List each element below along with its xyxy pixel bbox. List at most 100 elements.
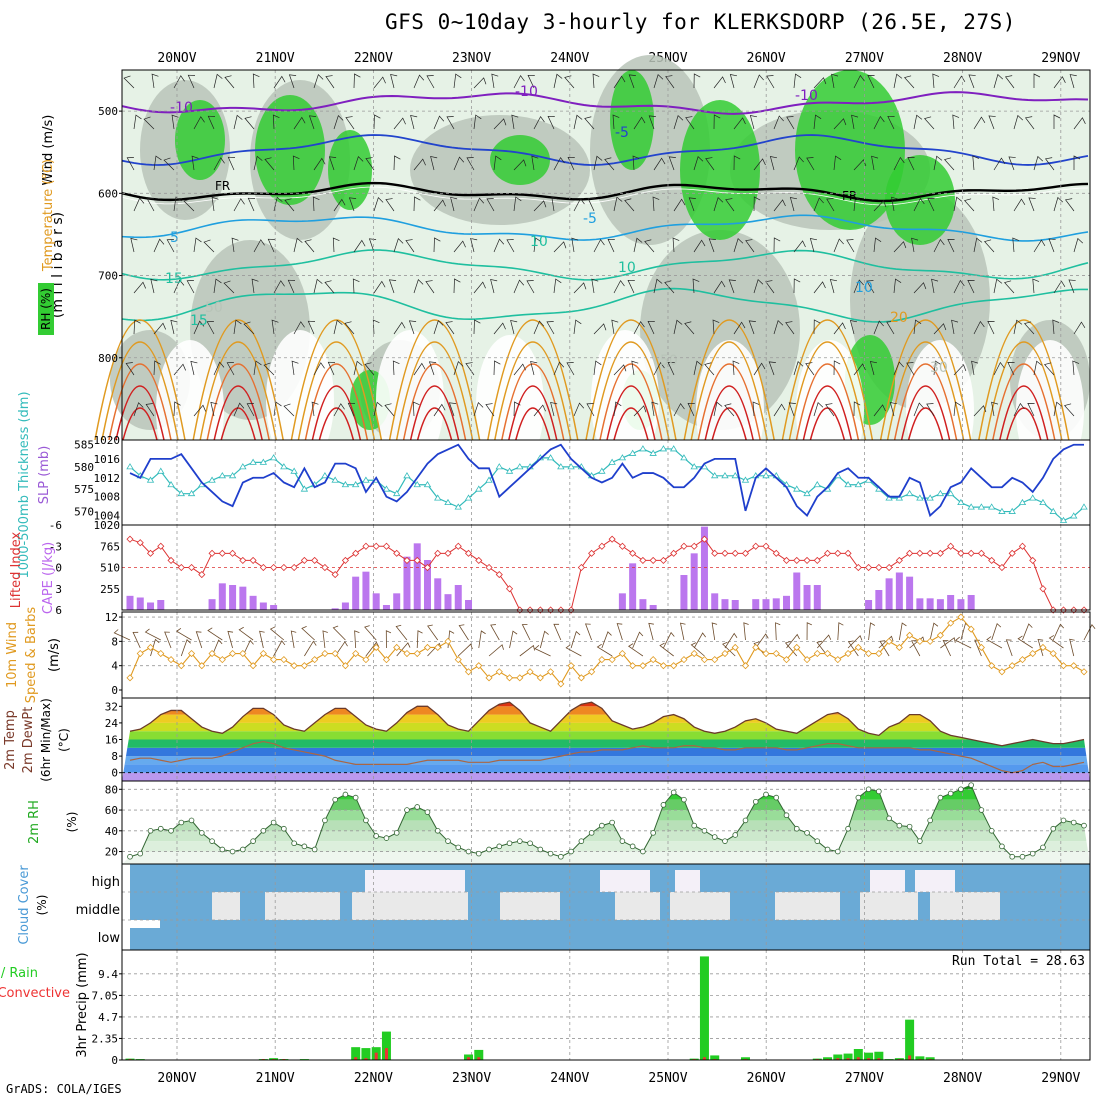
wind-barb: [665, 75, 675, 89]
wind-barb: [187, 74, 196, 89]
lifted-index-point: [936, 549, 944, 557]
wind-barb: [433, 115, 445, 130]
rh-point: [291, 840, 297, 847]
wind-barb: [627, 279, 635, 294]
wind-frame: [121, 611, 1091, 699]
wind-barb: [607, 238, 615, 253]
rh-band: [122, 841, 1090, 852]
thickness-point: [741, 476, 750, 483]
wind-barb: [653, 73, 664, 89]
wind-barb: [526, 280, 535, 294]
contour-label: -10: [170, 100, 193, 116]
wind-barb: [347, 402, 356, 417]
precip-convective-bar: [908, 1055, 912, 1060]
wind-barb: [893, 73, 903, 89]
lifted-index-point: [198, 571, 206, 579]
surface-wind-barb: [457, 643, 473, 657]
lifted-index-point: [977, 549, 985, 557]
wind-barb: [973, 320, 985, 335]
wind-barb: [293, 321, 305, 335]
precip-total-bar: [864, 1052, 874, 1060]
wind-barb: [913, 197, 925, 212]
wind-barb: [1024, 116, 1035, 130]
lifted-index-point: [885, 563, 893, 572]
wind-barb: [833, 360, 841, 376]
temp-contour-warm: [592, 341, 670, 441]
wind-barb: [632, 155, 640, 171]
date-label-top: 23NOV: [452, 51, 491, 66]
cape-bar: [208, 599, 216, 610]
wind-speed-point: [680, 656, 688, 664]
lifted-tick: 0: [55, 562, 62, 575]
wind-barb: [453, 156, 465, 171]
temp-contour-10: [121, 249, 1089, 281]
temp-contour-warm: [192, 319, 284, 441]
cape-bar: [239, 586, 247, 610]
wind-barb: [813, 197, 824, 212]
temp-contour-warm: [220, 407, 256, 441]
surface-wind-barb: [227, 630, 234, 649]
wind-barb: [866, 280, 875, 294]
thickness-point: [1018, 498, 1027, 506]
wind-barb: [227, 156, 236, 171]
lifted-index-point: [577, 563, 585, 572]
rh-shading: [610, 70, 654, 170]
wind-barb: [333, 198, 346, 212]
wind-barb: [485, 403, 495, 417]
wind-speed-point: [670, 662, 678, 670]
temp-contour-minus5: [121, 134, 1089, 166]
wind-barb: [953, 75, 966, 89]
wind-barb: [353, 360, 363, 376]
wind-speed-point: [577, 674, 585, 682]
lifted-index-point: [311, 556, 319, 564]
thickness-point: [1039, 498, 1047, 506]
wind-barb: [773, 319, 784, 335]
wind-barb: [789, 197, 798, 212]
wind-barb: [913, 282, 927, 294]
date-label-bottom: 29NOV: [1041, 1071, 1080, 1086]
wind-barb: [1053, 280, 1066, 294]
wind-barb: [833, 322, 846, 335]
lifted-index-point: [659, 556, 667, 564]
thickness-point: [905, 489, 914, 497]
wind-barb: [551, 196, 559, 212]
cape-tick: 255: [100, 583, 120, 596]
wind-barb: [893, 156, 905, 171]
wind-speed-point: [834, 656, 842, 664]
surface-wind-barb: [911, 640, 921, 657]
cloud-unit: (%): [35, 895, 49, 916]
lifted-index-point: [906, 549, 914, 557]
wind-label: Wind (m/s): [41, 115, 56, 186]
wind-barb: [445, 321, 455, 335]
wind-barb: [693, 155, 704, 171]
thickness-point: [423, 480, 432, 488]
wind-barb: [190, 360, 198, 376]
wind-barb: [973, 116, 986, 130]
surface-wind-barb: [837, 622, 844, 641]
lifted-index-point: [362, 542, 370, 550]
contour-label: -5: [615, 125, 629, 141]
wind-barb: [891, 196, 899, 212]
lifted-index-point: [793, 556, 801, 564]
precip-total-bar: [915, 1056, 925, 1060]
wind-speed-point: [126, 674, 134, 682]
cape-bar: [690, 553, 698, 610]
surface-wind-barb: [565, 644, 582, 657]
wind-barb: [673, 319, 683, 335]
wind-barb: [143, 116, 155, 130]
wind-barb: [163, 157, 175, 171]
wind-barb: [473, 319, 481, 335]
surface-wind-barb: [534, 644, 551, 657]
date-label-top: 27NOV: [845, 51, 884, 66]
surface-wind-barb: [1069, 638, 1075, 657]
wind-barb: [311, 401, 319, 417]
thickness-point: [916, 494, 924, 501]
wind-tick: 4: [111, 660, 118, 673]
wind-barb: [333, 115, 344, 130]
surface-wind-barb: [724, 632, 738, 649]
rh-point: [434, 827, 441, 834]
temp-contour-warm: [809, 407, 846, 441]
surface-wind-barb: [1048, 635, 1064, 649]
wind-barb: [728, 279, 736, 294]
temp-contour-warm: [108, 363, 172, 441]
